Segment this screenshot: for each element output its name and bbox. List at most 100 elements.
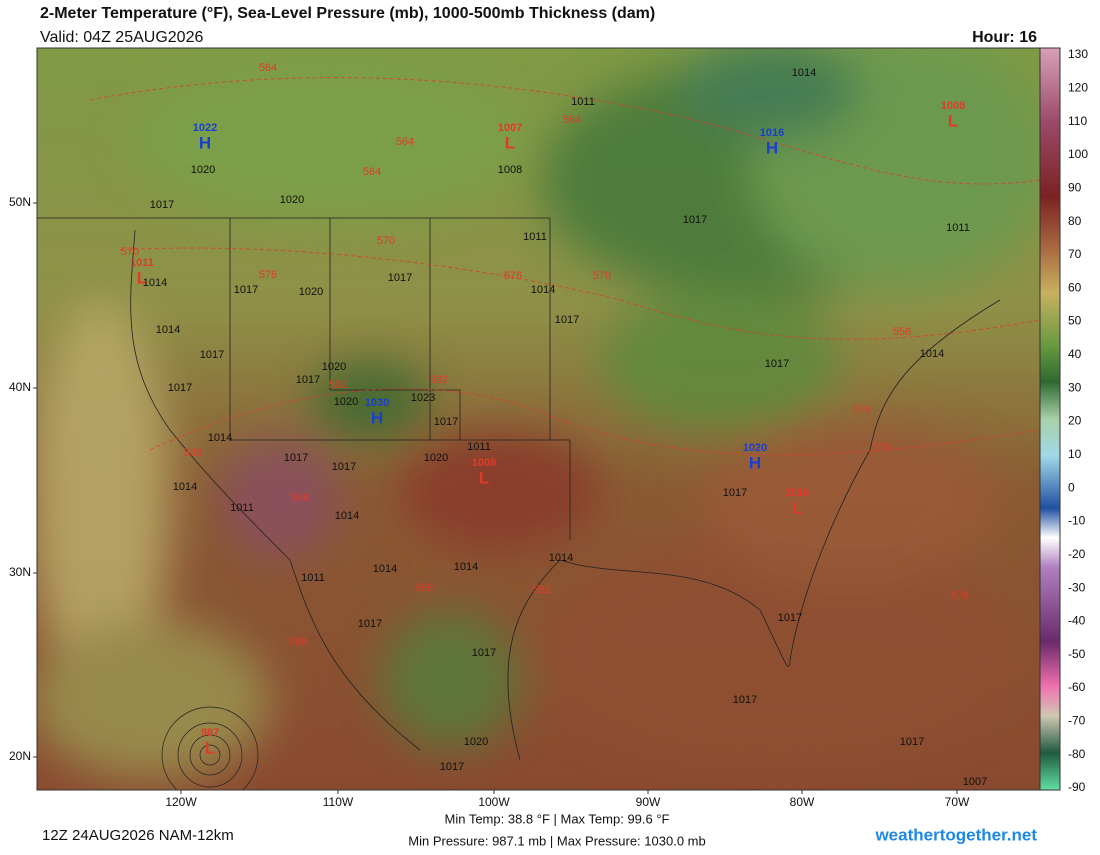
thickness-label: 576: [951, 590, 969, 602]
isobar-label: 1020: [424, 452, 448, 464]
isobar-label: 1014: [373, 563, 397, 575]
colorbar-label: 130: [1068, 47, 1088, 61]
isobar-label: 1023: [411, 392, 435, 404]
center-value: 1016: [760, 127, 784, 139]
center-letter: L: [479, 468, 489, 487]
colorbar-label: -60: [1068, 680, 1086, 694]
colorbar-label: 10: [1068, 447, 1082, 461]
lon-label: 100W: [478, 795, 510, 809]
colorbar: [1039, 47, 1061, 791]
isobar-label: 1011: [946, 222, 970, 234]
isobar-label: 1017: [150, 199, 174, 211]
lon-label: 70W: [945, 795, 970, 809]
center-value: 1008: [472, 457, 496, 469]
thickness-label: 576: [259, 269, 277, 281]
thickness-label: 570: [121, 246, 139, 258]
center-letter: H: [199, 133, 211, 152]
center-value: 1016: [785, 487, 809, 499]
isobar-label: 1014: [792, 67, 816, 79]
colorbar-label: -10: [1068, 514, 1086, 528]
lat-label: 30N: [9, 565, 31, 579]
isobar-label: 1011: [230, 502, 254, 514]
isobar-label: 1014: [531, 284, 555, 296]
thickness-label: 558: [893, 326, 911, 338]
thickness-label: 576: [853, 404, 871, 416]
colorbar-label: -50: [1068, 647, 1086, 661]
forecast-hour: Hour: 16: [972, 29, 1037, 46]
center-letter: L: [792, 498, 802, 517]
isobar-label: 1017: [555, 314, 579, 326]
isobar-label: 1011: [301, 572, 325, 584]
thickness-label: 588: [184, 447, 202, 459]
isobar-label: 1017: [284, 452, 308, 464]
thickness-label: 588: [291, 492, 309, 504]
valid-time: Valid: 04Z 25AUG2026: [40, 29, 203, 46]
temp-range: Min Temp: 38.8 °F | Max Temp: 99.6 °F: [445, 811, 670, 826]
center-letter: L: [205, 738, 215, 757]
lon-label: 90W: [636, 795, 661, 809]
isobar-label: 1017: [168, 382, 192, 394]
isobar-label: 1017: [778, 612, 802, 624]
colorbar-label: -30: [1068, 580, 1086, 594]
lon-label: 80W: [790, 795, 815, 809]
thickness-label: 570: [377, 235, 395, 247]
colorbar-label: -40: [1068, 614, 1086, 628]
center-letter: L: [948, 111, 958, 130]
isobar-label: 1014: [549, 552, 573, 564]
pressure-range: Min Pressure: 987.1 mb | Max Pressure: 1…: [408, 833, 705, 848]
thickness-label: 582: [430, 374, 448, 386]
colorbar-label: 60: [1068, 280, 1082, 294]
lat-label: 40N: [9, 380, 31, 394]
thickness-label: 570: [873, 442, 891, 454]
site-name: weathertogether.net: [874, 825, 1037, 844]
lat-label: 20N: [9, 749, 31, 763]
map: [37, 48, 1040, 790]
center-value: 987: [201, 727, 219, 739]
center-letter: H: [766, 138, 778, 157]
center-value: 1030: [365, 397, 389, 409]
thickness-label: 588: [415, 582, 433, 594]
isobar-label: 1011: [523, 231, 547, 243]
center-letter: L: [505, 133, 515, 152]
colorbar-label: -80: [1068, 747, 1086, 761]
title: 2-Meter Temperature (°F), Sea-Level Pres…: [40, 5, 655, 22]
isobar-label: 1017: [296, 374, 320, 386]
thickness-label: 564: [563, 114, 581, 126]
isobar-label: 1017: [388, 272, 412, 284]
colorbar-label: 20: [1068, 414, 1082, 428]
thickness-label: 564: [363, 166, 381, 178]
colorbar-label: 50: [1068, 314, 1082, 328]
isobar-label: 1014: [156, 324, 180, 336]
colorbar-label: 70: [1068, 247, 1082, 261]
colorbar-label: 30: [1068, 380, 1082, 394]
thickness-label: 564: [259, 62, 277, 74]
center-letter: H: [371, 408, 383, 427]
model-run: 12Z 24AUG2026 NAM-12km: [42, 827, 234, 844]
colorbar-label: 100: [1068, 147, 1088, 161]
colorbar-label: -70: [1068, 714, 1086, 728]
colorbar-label: 40: [1068, 347, 1082, 361]
colorbar-label: -20: [1068, 547, 1086, 561]
isobar-label: 1014: [208, 432, 232, 444]
colorbar-label: 0: [1068, 480, 1075, 494]
lon-label: 120W: [165, 795, 197, 809]
thickness-label: 570: [593, 270, 611, 282]
isobar-label: 1017: [434, 416, 458, 428]
isobar-label: 1011: [571, 96, 595, 108]
isobar-label: 1017: [683, 214, 707, 226]
colorbar-label: 110: [1068, 114, 1087, 128]
center-value: 1008: [941, 100, 965, 112]
isobar-label: 1017: [358, 618, 382, 630]
isobar-label: 1014: [920, 348, 944, 360]
isobar-label: 1014: [143, 277, 167, 289]
isobar-label: 1014: [335, 510, 359, 522]
isobar-label: 1017: [900, 736, 924, 748]
center-value: 1007: [498, 122, 522, 134]
isobar-label: 1017: [200, 349, 224, 361]
lon-label: 110W: [323, 795, 354, 809]
isobar-label: 1017: [472, 647, 496, 659]
center-letter: L: [137, 268, 147, 287]
isobar-label: 1017: [440, 761, 464, 773]
isobar-label: 1014: [173, 481, 197, 493]
